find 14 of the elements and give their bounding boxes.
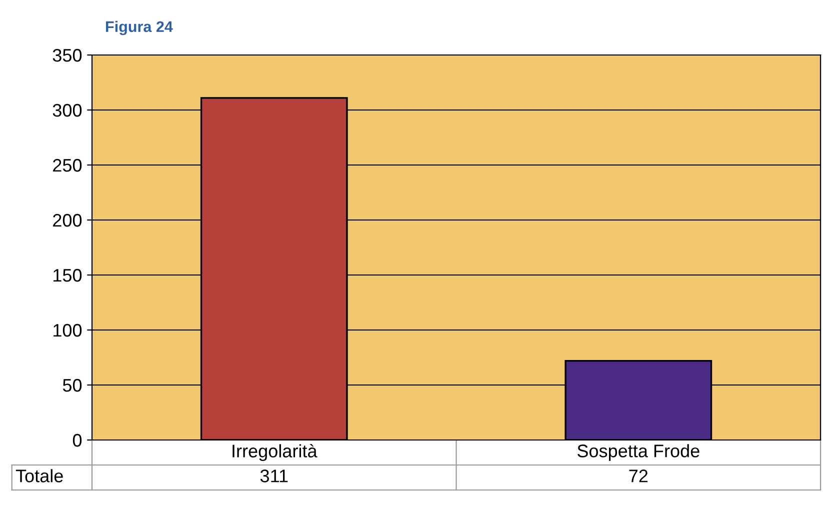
y-tick-label: 350 (52, 48, 82, 62)
data-label: 311 (260, 470, 288, 482)
y-tick-label: 200 (53, 214, 82, 227)
x-tick-label: Sospetta Frode (577, 444, 700, 461)
y-tick-label: 150 (54, 268, 82, 282)
text: Totale (16, 469, 63, 482)
x-tick-label: Irregolarità (232, 444, 318, 462)
chart-title: Figura 24 (106, 20, 173, 36)
y-tick-label: 0 (72, 434, 82, 447)
y-tick-label: 250 (53, 158, 82, 172)
data-label: 72 (629, 470, 648, 482)
y-tick-label: 300 (52, 104, 82, 117)
y-tick-label: 100 (54, 324, 82, 337)
y-tick-label: 50 (62, 378, 82, 392)
